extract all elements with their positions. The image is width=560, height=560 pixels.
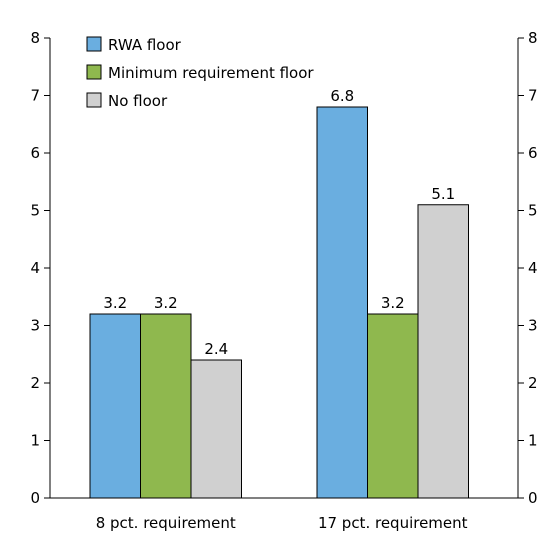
right-tick-label-3: 3 <box>528 317 538 335</box>
left-tick-label-0: 0 <box>30 489 40 507</box>
right-tick-label-2: 2 <box>528 374 538 392</box>
data-label-2-1: 3.2 <box>154 294 178 312</box>
left-tick-label-3: 3 <box>30 317 40 335</box>
legend-label-3: No floor <box>108 92 168 110</box>
left-tick-label-8: 8 <box>30 29 40 47</box>
legend-swatch-3 <box>86 92 102 108</box>
bar-data-labels: 3.2 6.8 3.2 3.2 2.4 5.1 <box>103 87 455 358</box>
right-tick-label-0: 0 <box>528 489 538 507</box>
category-label-2: 17 pct. requirement <box>318 514 468 532</box>
left-tick-label-1: 1 <box>30 432 40 450</box>
data-label-2-2: 3.2 <box>381 294 405 312</box>
left-tick-label-7: 7 <box>30 87 40 105</box>
left-tick-label-5: 5 <box>30 202 40 220</box>
data-label-1-1: 3.2 <box>103 294 127 312</box>
bar-1-1 <box>89 313 141 499</box>
left-tick-label-4: 4 <box>30 259 40 277</box>
bar-2-2 <box>367 313 419 499</box>
bar-1-2 <box>316 106 368 499</box>
x-axis-category-labels: 8 pct. requirement 17 pct. requirement <box>96 514 468 532</box>
category-label-1: 8 pct. requirement <box>96 514 236 532</box>
data-label-3-2: 5.1 <box>431 185 455 203</box>
right-tick-label-1: 1 <box>528 432 538 450</box>
right-tick-label-7: 7 <box>528 87 538 105</box>
right-tick-label-5: 5 <box>528 202 538 220</box>
bar-3-2 <box>417 204 469 499</box>
legend-label-2: Minimum requirement floor <box>108 64 314 82</box>
right-tick-label-4: 4 <box>528 259 538 277</box>
left-y-axis-ticks: 0 1 2 3 4 5 6 7 8 <box>30 29 50 507</box>
legend-swatch-2 <box>86 64 102 80</box>
right-tick-label-6: 6 <box>528 144 538 162</box>
legend-label-1: RWA floor <box>108 36 182 54</box>
left-tick-label-6: 6 <box>30 144 40 162</box>
data-label-3-1: 2.4 <box>204 340 228 358</box>
data-label-1-2: 6.8 <box>330 87 354 105</box>
bars <box>89 106 469 499</box>
right-y-axis-ticks: 0 1 2 3 4 5 6 7 8 <box>518 29 538 507</box>
bar-3-1 <box>190 359 242 499</box>
legend-swatch-1 <box>86 36 102 52</box>
legend: RWA floor Minimum requirement floor No flo… <box>86 36 314 110</box>
left-tick-label-2: 2 <box>30 374 40 392</box>
bar-2-1 <box>140 313 192 499</box>
right-tick-label-8: 8 <box>528 29 538 47</box>
